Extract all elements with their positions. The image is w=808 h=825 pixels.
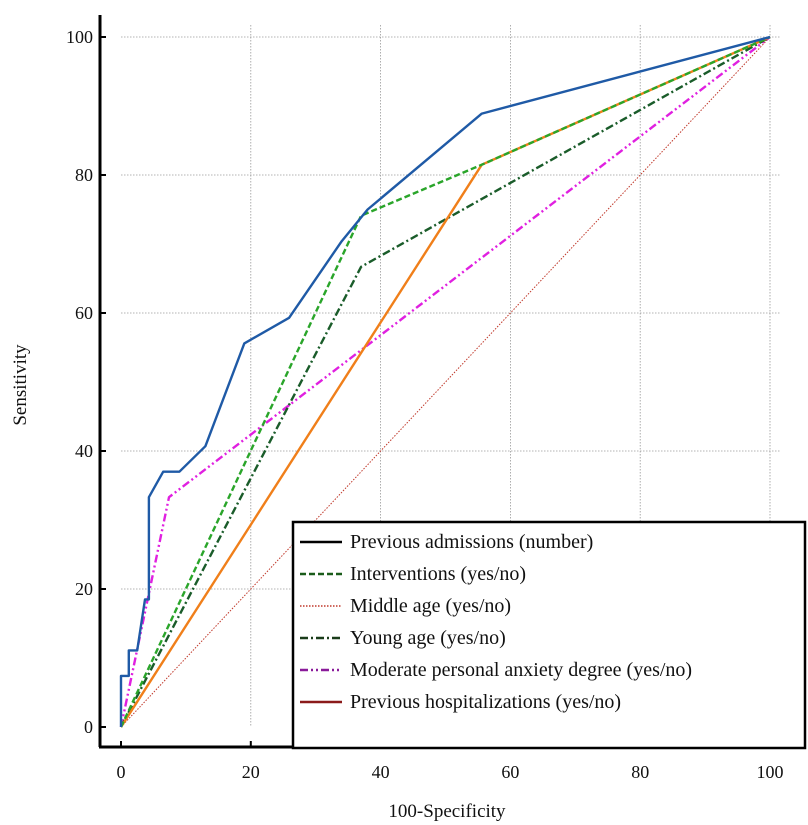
x-tick-label: 40 <box>372 762 390 782</box>
y-tick-label: 20 <box>75 579 93 599</box>
x-tick-label: 20 <box>242 762 260 782</box>
y-tick-label: 40 <box>75 441 93 461</box>
legend-box <box>291 520 807 750</box>
tick-labels: 0 20 40 60 80 100 0 20 40 60 80 100 <box>66 27 784 782</box>
series-line-2 <box>120 36 771 728</box>
legend-label-0: Previous admissions (number) <box>350 531 593 553</box>
y-tick-label: 100 <box>66 27 93 47</box>
legend-label-3: Young age (yes/no) <box>350 627 506 649</box>
y-axis-title: Sensitivity <box>10 344 31 426</box>
y-tick-label: 80 <box>75 165 93 185</box>
x-axis-title: 100-Specificity <box>388 801 506 822</box>
series-line-4 <box>119 36 771 728</box>
y-tick-label: 60 <box>75 303 93 323</box>
series-line-1 <box>119 35 771 728</box>
x-tick-label: 0 <box>117 762 126 782</box>
series-lines <box>119 35 771 728</box>
legend-label-2: Middle age (yes/no) <box>350 595 511 617</box>
x-tick-label: 80 <box>631 762 649 782</box>
x-tick-label: 60 <box>501 762 519 782</box>
legend: Previous admissions (number) Intervention… <box>291 520 807 750</box>
legend-label-5: Previous hospitalizations (yes/no) <box>350 691 621 713</box>
legend-label-4: Moderate personal anxiety degree (yes/no… <box>350 659 692 681</box>
legend-label-1: Interventions (yes/no) <box>350 563 526 585</box>
x-tick-label: 100 <box>757 762 784 782</box>
series-line-0 <box>119 35 771 727</box>
series-line-3 <box>119 35 771 728</box>
y-tick-label: 0 <box>84 717 93 737</box>
